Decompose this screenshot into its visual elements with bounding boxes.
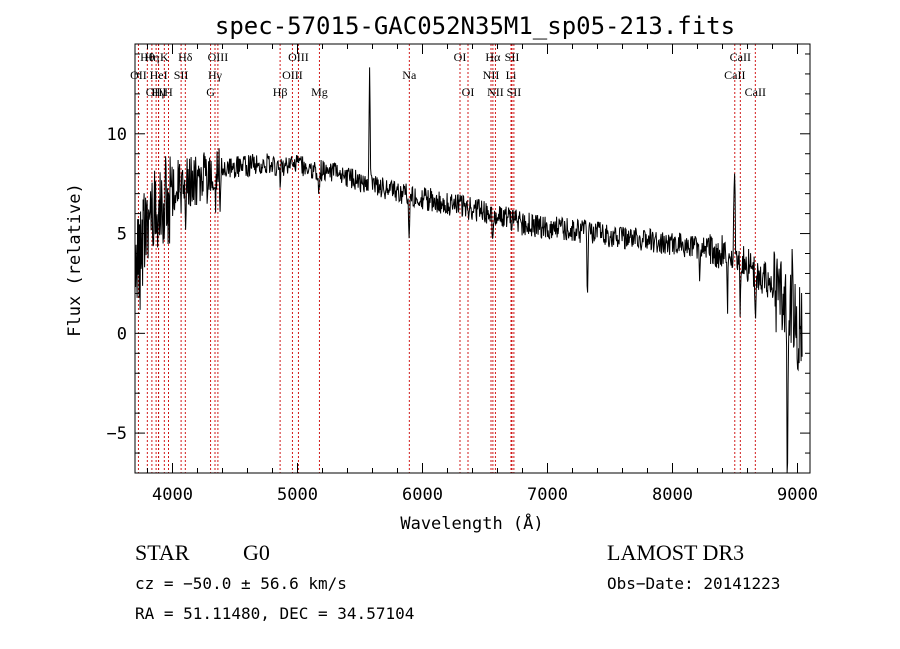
line-label: Hβ [273, 85, 288, 99]
line-label: Na [402, 68, 417, 82]
x-tick-label: 4000 [152, 485, 193, 505]
line-label: Hγ [152, 85, 167, 99]
survey-name: LAMOST DR3 [607, 540, 745, 565]
line-label: Hδ [178, 50, 193, 64]
line-label: Hη [144, 50, 159, 64]
line-label: NII [483, 68, 500, 82]
y-tick-label: 0 [117, 324, 127, 344]
x-tick-label: 5000 [277, 485, 318, 505]
line-label: SII [174, 68, 189, 82]
line-label: OIII [146, 85, 167, 99]
redshift-readout: cz = −50.0 ± 56.6 km/s [135, 574, 347, 593]
y-tick-label: 10 [107, 125, 127, 145]
line-label: Hα [485, 50, 501, 64]
plot-frame [134, 43, 811, 474]
x-tick-label: 6000 [402, 485, 443, 505]
line-label: CaII [730, 50, 751, 64]
line-label: Mg [311, 85, 328, 99]
line-label: OI [454, 50, 467, 64]
line-label: Hθ [140, 50, 155, 64]
line-label: OI [462, 85, 475, 99]
y-axis-label: Flux (relative) [65, 183, 85, 337]
x-tick-label: 8000 [652, 485, 693, 505]
spectrum-series [135, 67, 803, 474]
line-label: CaII [724, 68, 745, 82]
line-label: OIII [208, 50, 229, 64]
y-tick-label: 5 [117, 225, 127, 245]
line-label: SII [505, 50, 520, 64]
observation-date: Obs−Date: 20141223 [607, 574, 781, 593]
line-label: OIII [288, 50, 309, 64]
line-label: Li [506, 68, 517, 82]
object-class: STAR [135, 540, 190, 565]
line-label: HeI [150, 68, 168, 82]
x-tick-label: 7000 [527, 485, 568, 505]
line-label: K [160, 50, 169, 64]
line-label: SII [507, 85, 522, 99]
line-label: OIII [282, 68, 303, 82]
x-tick-label: 9000 [777, 485, 818, 505]
line-label: G [206, 85, 215, 99]
coordinates-readout: RA = 51.11480, DEC = 34.57104 [135, 604, 415, 623]
line-label: OII [130, 68, 147, 82]
y-tick-label: −5 [107, 424, 127, 444]
chart-title: spec-57015-GAC052N35M1_sp05-213.fits [215, 12, 735, 40]
x-axis-label: Wavelength (Å) [400, 512, 543, 534]
line-label: CaII [745, 85, 766, 99]
axes: 4000 5000 6000 7000 8000 9000 −5 0 5 10 [107, 44, 818, 505]
object-subclass: G0 [243, 540, 270, 565]
line-label: H [164, 85, 173, 99]
line-label: NII [487, 85, 504, 99]
line-markers [137, 44, 756, 473]
spectrum-line [135, 67, 803, 474]
line-label: Hγ [208, 68, 223, 82]
